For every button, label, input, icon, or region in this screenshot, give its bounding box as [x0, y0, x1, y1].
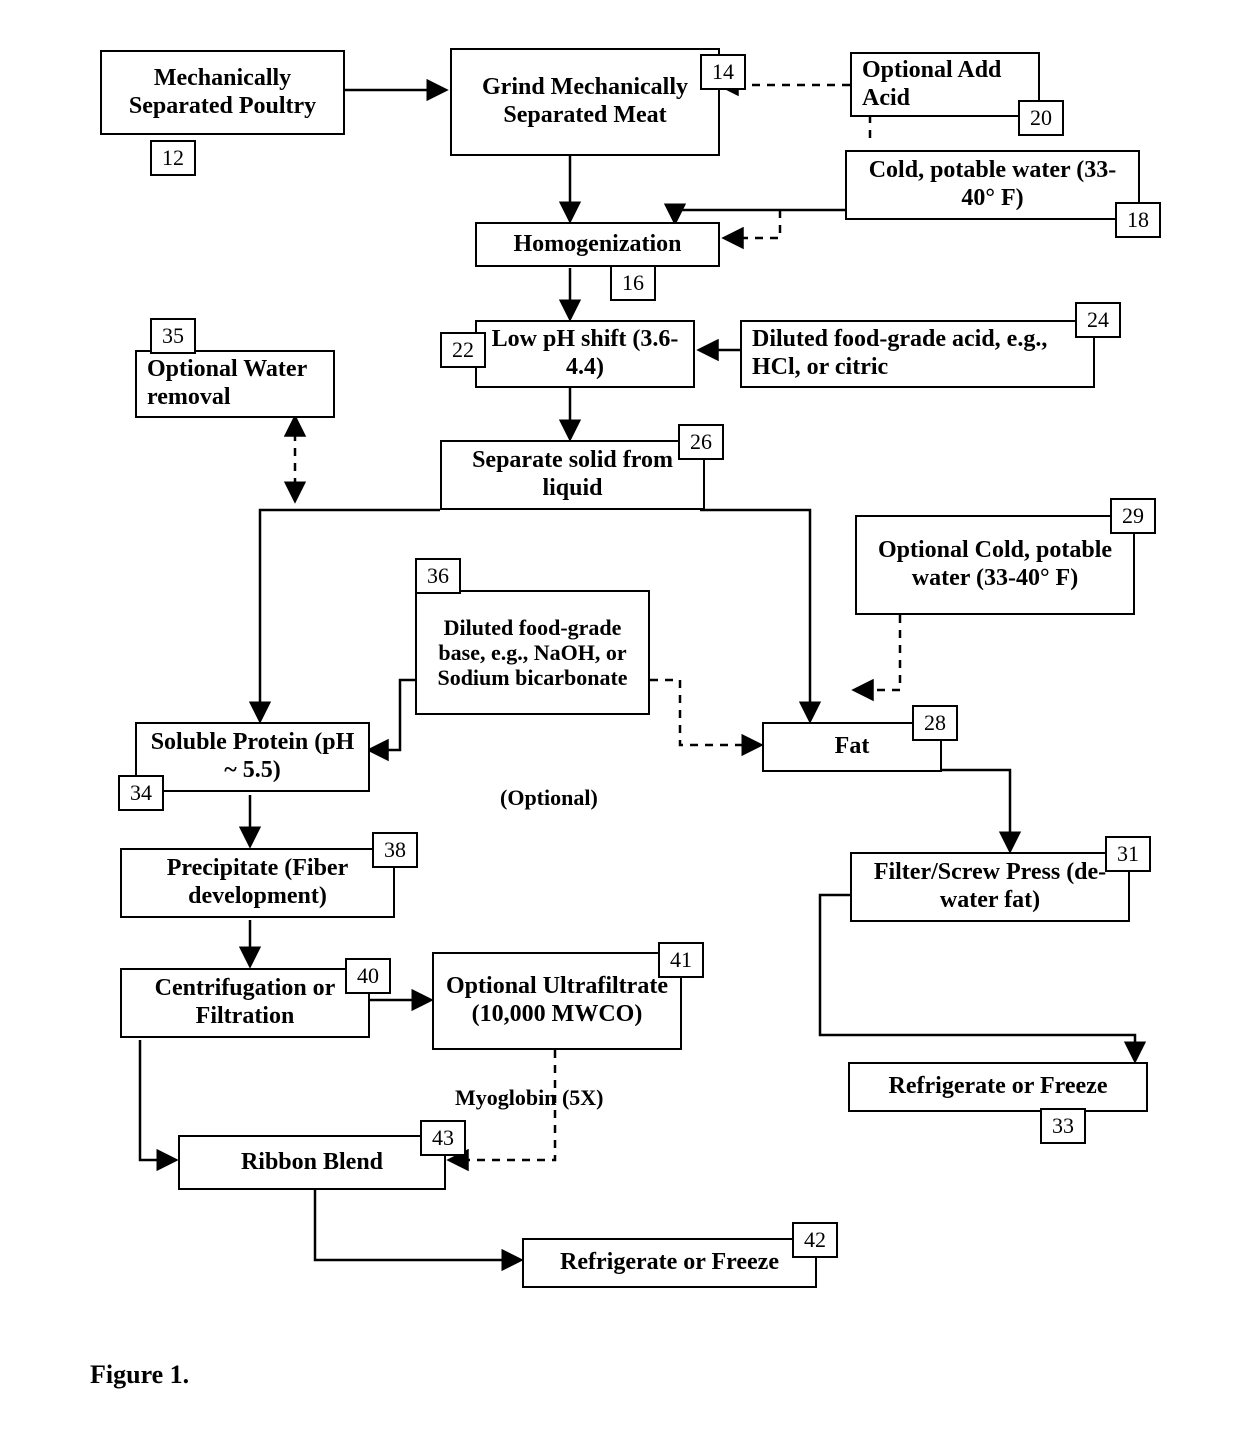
caption-text: Figure 1.	[90, 1360, 189, 1389]
figure-caption: Figure 1.	[90, 1360, 189, 1390]
tag-34: 34	[118, 775, 164, 811]
node-optional-add-acid: Optional Add Acid	[850, 52, 1040, 117]
tag-36: 36	[415, 558, 461, 594]
node-label: Refrigerate or Freeze	[560, 1249, 779, 1277]
node-label: Diluted food-grade base, e.g., NaOH, or …	[427, 615, 638, 691]
tag-text: 35	[162, 323, 184, 349]
free-text-label: (Optional)	[500, 785, 598, 810]
tag-text: 28	[924, 710, 946, 736]
text-optional: (Optional)	[500, 785, 598, 811]
node-label: Low pH shift (3.6-4.4)	[487, 326, 683, 381]
tag-text: 18	[1127, 207, 1149, 233]
node-precipitate: Precipitate (Fiber development)	[120, 848, 395, 918]
tag-38: 38	[372, 832, 418, 868]
tag-24: 24	[1075, 302, 1121, 338]
node-label: Precipitate (Fiber development)	[132, 855, 383, 910]
node-label: Ribbon Blend	[241, 1149, 383, 1177]
flowchart-canvas: Mechanically Separated Poultry 12 Grind …	[0, 0, 1240, 1433]
tag-41: 41	[658, 942, 704, 978]
tag-42: 42	[792, 1222, 838, 1258]
tag-40: 40	[345, 958, 391, 994]
tag-43: 43	[420, 1120, 466, 1156]
tag-text: 38	[384, 837, 406, 863]
tag-14: 14	[700, 54, 746, 90]
tag-text: 26	[690, 429, 712, 455]
tag-text: 16	[622, 270, 644, 296]
node-low-ph-shift: Low pH shift (3.6-4.4)	[475, 320, 695, 388]
tag-text: 34	[130, 780, 152, 806]
node-label: Filter/Screw Press (de-water fat)	[862, 859, 1118, 914]
tag-16: 16	[610, 265, 656, 301]
tag-text: 33	[1052, 1113, 1074, 1139]
tag-18: 18	[1115, 202, 1161, 238]
free-text-label: Myoglobin (5X)	[455, 1085, 604, 1110]
node-label: Refrigerate or Freeze	[889, 1073, 1108, 1101]
tag-22: 22	[440, 332, 486, 368]
node-cold-water: Cold, potable water (33-40° F)	[845, 150, 1140, 220]
tag-35: 35	[150, 318, 196, 354]
node-optional-water-removal: Optional Water removal	[135, 350, 335, 418]
tag-text: 24	[1087, 307, 1109, 333]
tag-text: 29	[1122, 503, 1144, 529]
node-label: Centrifugation or Filtration	[132, 975, 358, 1030]
tag-text: 31	[1117, 841, 1139, 867]
node-label: Optional Ultrafiltrate (10,000 MWCO)	[444, 973, 670, 1028]
tag-31: 31	[1105, 836, 1151, 872]
node-ribbon-blend: Ribbon Blend	[178, 1135, 446, 1190]
node-label: Fat	[835, 733, 870, 761]
node-label: Optional Water removal	[147, 356, 323, 411]
node-mech-sep-poultry: Mechanically Separated Poultry	[100, 50, 345, 135]
tag-text: 14	[712, 59, 734, 85]
node-homogenization: Homogenization	[475, 222, 720, 267]
node-label: Soluble Protein (pH ~ 5.5)	[147, 729, 358, 784]
node-optional-cold-water: Optional Cold, potable water (33-40° F)	[855, 515, 1135, 615]
node-label: Optional Add Acid	[862, 57, 1028, 112]
node-grind-meat: Grind Mechanically Separated Meat	[450, 48, 720, 156]
node-separate-solid: Separate solid from liquid	[440, 440, 705, 510]
node-label: Mechanically Separated Poultry	[112, 65, 333, 120]
tag-text: 42	[804, 1227, 826, 1253]
tag-text: 12	[162, 145, 184, 171]
tag-text: 36	[427, 563, 449, 589]
tag-text: 43	[432, 1125, 454, 1151]
node-centrifugation: Centrifugation or Filtration	[120, 968, 370, 1038]
node-label: Separate solid from liquid	[452, 447, 693, 502]
node-refrigerate-freeze-right: Refrigerate or Freeze	[848, 1062, 1148, 1112]
node-filter-screw-press: Filter/Screw Press (de-water fat)	[850, 852, 1130, 922]
tag-text: 40	[357, 963, 379, 989]
node-soluble-protein: Soluble Protein (pH ~ 5.5)	[135, 722, 370, 792]
node-label: Grind Mechanically Separated Meat	[462, 74, 708, 129]
tag-text: 20	[1030, 105, 1052, 131]
tag-26: 26	[678, 424, 724, 460]
node-label: Cold, potable water (33-40° F)	[857, 157, 1128, 212]
tag-20: 20	[1018, 100, 1064, 136]
node-diluted-base: Diluted food-grade base, e.g., NaOH, or …	[415, 590, 650, 715]
tag-28: 28	[912, 705, 958, 741]
tag-text: 22	[452, 337, 474, 363]
node-diluted-acid: Diluted food-grade acid, e.g., HCl, or c…	[740, 320, 1095, 388]
tag-29: 29	[1110, 498, 1156, 534]
node-label: Homogenization	[514, 231, 682, 259]
node-refrigerate-freeze-bottom: Refrigerate or Freeze	[522, 1238, 817, 1288]
tag-text: 41	[670, 947, 692, 973]
tag-12: 12	[150, 140, 196, 176]
node-ultrafiltrate: Optional Ultrafiltrate (10,000 MWCO)	[432, 952, 682, 1050]
node-label: Diluted food-grade acid, e.g., HCl, or c…	[752, 326, 1083, 381]
text-myoglobin: Myoglobin (5X)	[455, 1085, 604, 1111]
node-label: Optional Cold, potable water (33-40° F)	[867, 537, 1123, 592]
tag-33: 33	[1040, 1108, 1086, 1144]
